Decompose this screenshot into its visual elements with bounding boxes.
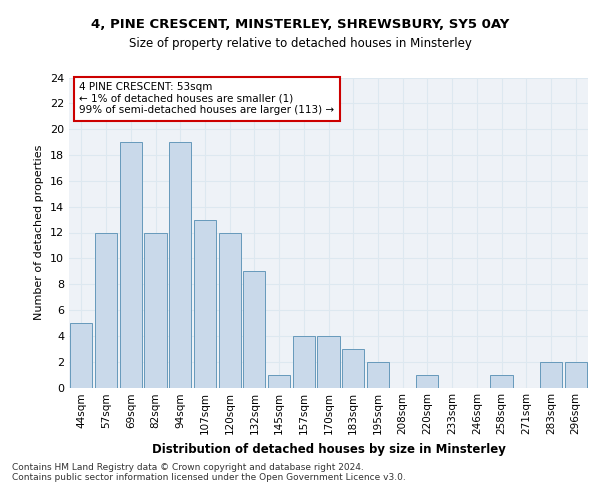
Bar	[293, 336, 315, 388]
Bar	[342, 349, 364, 388]
Y-axis label: Number of detached properties: Number of detached properties	[34, 145, 44, 320]
Bar	[169, 142, 191, 388]
Text: 4 PINE CRESCENT: 53sqm
← 1% of detached houses are smaller (1)
99% of semi-detac: 4 PINE CRESCENT: 53sqm ← 1% of detached …	[79, 82, 335, 116]
Bar	[119, 142, 142, 388]
Bar	[243, 271, 265, 388]
Bar	[317, 336, 340, 388]
Bar	[565, 362, 587, 388]
Bar	[194, 220, 216, 388]
Text: Size of property relative to detached houses in Minsterley: Size of property relative to detached ho…	[128, 38, 472, 51]
Bar	[540, 362, 562, 388]
Text: Distribution of detached houses by size in Minsterley: Distribution of detached houses by size …	[152, 442, 506, 456]
Text: 4, PINE CRESCENT, MINSTERLEY, SHREWSBURY, SY5 0AY: 4, PINE CRESCENT, MINSTERLEY, SHREWSBURY…	[91, 18, 509, 30]
Bar	[268, 374, 290, 388]
Bar	[145, 232, 167, 388]
Bar	[95, 232, 117, 388]
Bar	[218, 232, 241, 388]
Bar	[490, 374, 512, 388]
Bar	[70, 323, 92, 388]
Bar	[367, 362, 389, 388]
Bar	[416, 374, 439, 388]
Text: Contains HM Land Registry data © Crown copyright and database right 2024.
Contai: Contains HM Land Registry data © Crown c…	[12, 462, 406, 482]
